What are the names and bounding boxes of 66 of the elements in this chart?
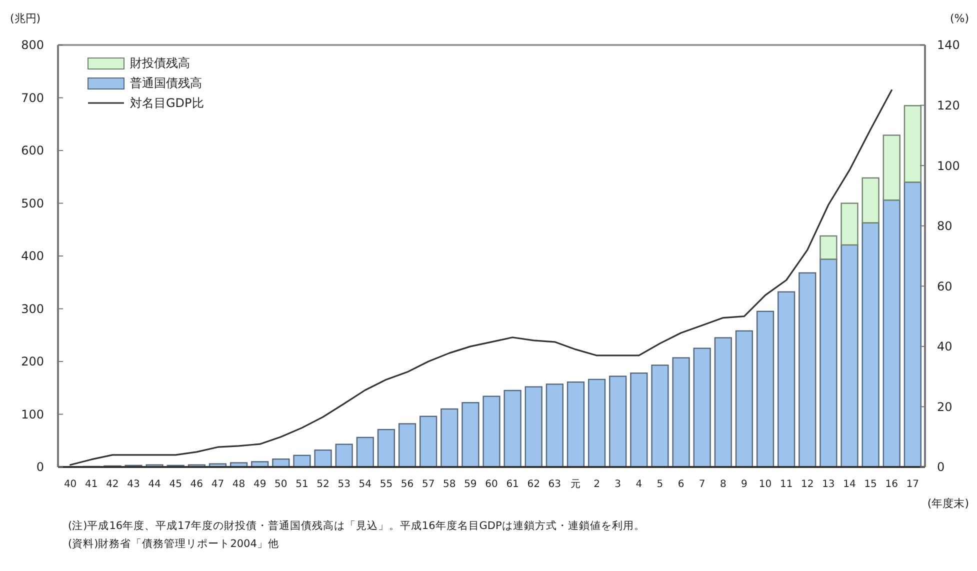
x-tick-label: 12 (801, 479, 814, 490)
x-tick-label: 41 (85, 479, 98, 490)
x-tick-label: 6 (678, 479, 684, 490)
x-tick-label: 9 (741, 479, 748, 490)
x-tick-label: 53 (338, 479, 350, 490)
x-tick-label: 55 (380, 479, 393, 490)
x-tick-label: 5 (656, 479, 664, 490)
x-tick-label: 63 (548, 479, 562, 490)
y-tick-label: 400 (21, 249, 44, 264)
y2-tick-label: 120 (937, 98, 960, 112)
x-tick-label: 13 (822, 479, 835, 490)
text: (資料)財務省「債務管理リポート2004」他 (68, 537, 279, 550)
y-tick-label: 0 (36, 460, 44, 474)
y2-tick-label: 80 (937, 219, 952, 234)
x-tick-label: 54 (358, 479, 372, 490)
x-tick-label: 40 (64, 479, 77, 490)
y-tick-label: 500 (21, 196, 44, 210)
x-tick-label: 50 (274, 479, 288, 490)
x-tick-label: 元 (570, 479, 581, 490)
x-tick-label: 57 (422, 479, 435, 490)
x-tick-label: 14 (843, 479, 856, 490)
legend-label: 対名目GDP比 (130, 96, 204, 110)
x-tick-label: 46 (190, 479, 204, 490)
x-tick-label: 15 (864, 479, 877, 490)
x-tick-label: 62 (527, 479, 540, 490)
x-tick-label: 52 (316, 479, 330, 490)
x-tick-label: 48 (232, 479, 246, 490)
x-tick-label: 44 (148, 479, 161, 490)
y-tick-label: 800 (21, 38, 44, 52)
y-tick-label: 300 (21, 302, 44, 316)
y2-tick-label: 40 (937, 340, 952, 354)
y-tick-label: 100 (21, 407, 44, 422)
y2-tick-label: 100 (937, 158, 960, 173)
x-tick-label: 7 (698, 479, 706, 490)
y2-tick-label: 0 (937, 460, 945, 474)
x-tick-label: 59 (464, 479, 477, 490)
x-tick-label: 47 (211, 479, 224, 490)
x-tick-label: 49 (253, 479, 266, 490)
x-tick-label: 42 (106, 479, 119, 490)
y-axis-title: (兆円) (10, 12, 41, 25)
x-tick-label: 61 (506, 479, 519, 490)
x-tick-label: 3 (614, 479, 622, 490)
x-tick-label: 60 (485, 479, 498, 490)
x-tick-label: 8 (720, 479, 726, 490)
x-tick-label: 10 (758, 479, 772, 490)
y2-tick-label: 140 (937, 38, 960, 52)
x-axis-title: (年度末) (927, 497, 969, 510)
x-tick-label: 45 (169, 479, 182, 490)
x-tick-label: 11 (780, 479, 793, 490)
x-tick-label: 2 (594, 479, 600, 490)
legend-label: 財投債残高 (130, 56, 190, 70)
x-tick-label: 51 (296, 479, 308, 490)
legend-label: 普通国債残高 (130, 76, 202, 90)
y2-tick-label: 60 (937, 279, 952, 294)
y2-tick-label: 20 (937, 400, 952, 414)
x-tick-label: 58 (443, 479, 456, 490)
x-tick-label: 43 (127, 479, 140, 490)
x-tick-label: 16 (885, 479, 898, 490)
x-tick-label: 56 (400, 479, 414, 490)
y-tick-label: 200 (21, 354, 44, 369)
x-tick-label: 4 (636, 479, 642, 490)
text: (注)平成16年度、平成17年度の財投債・普通国債残高は「見込」。平成16年度名目GDPは連鎖方式・連鎖値を利用。 (68, 519, 645, 532)
y-tick-label: 600 (21, 144, 44, 158)
x-tick-label: 17 (906, 479, 920, 490)
y2-axis-title: (%) (950, 12, 969, 25)
y-tick-label: 700 (21, 90, 44, 105)
